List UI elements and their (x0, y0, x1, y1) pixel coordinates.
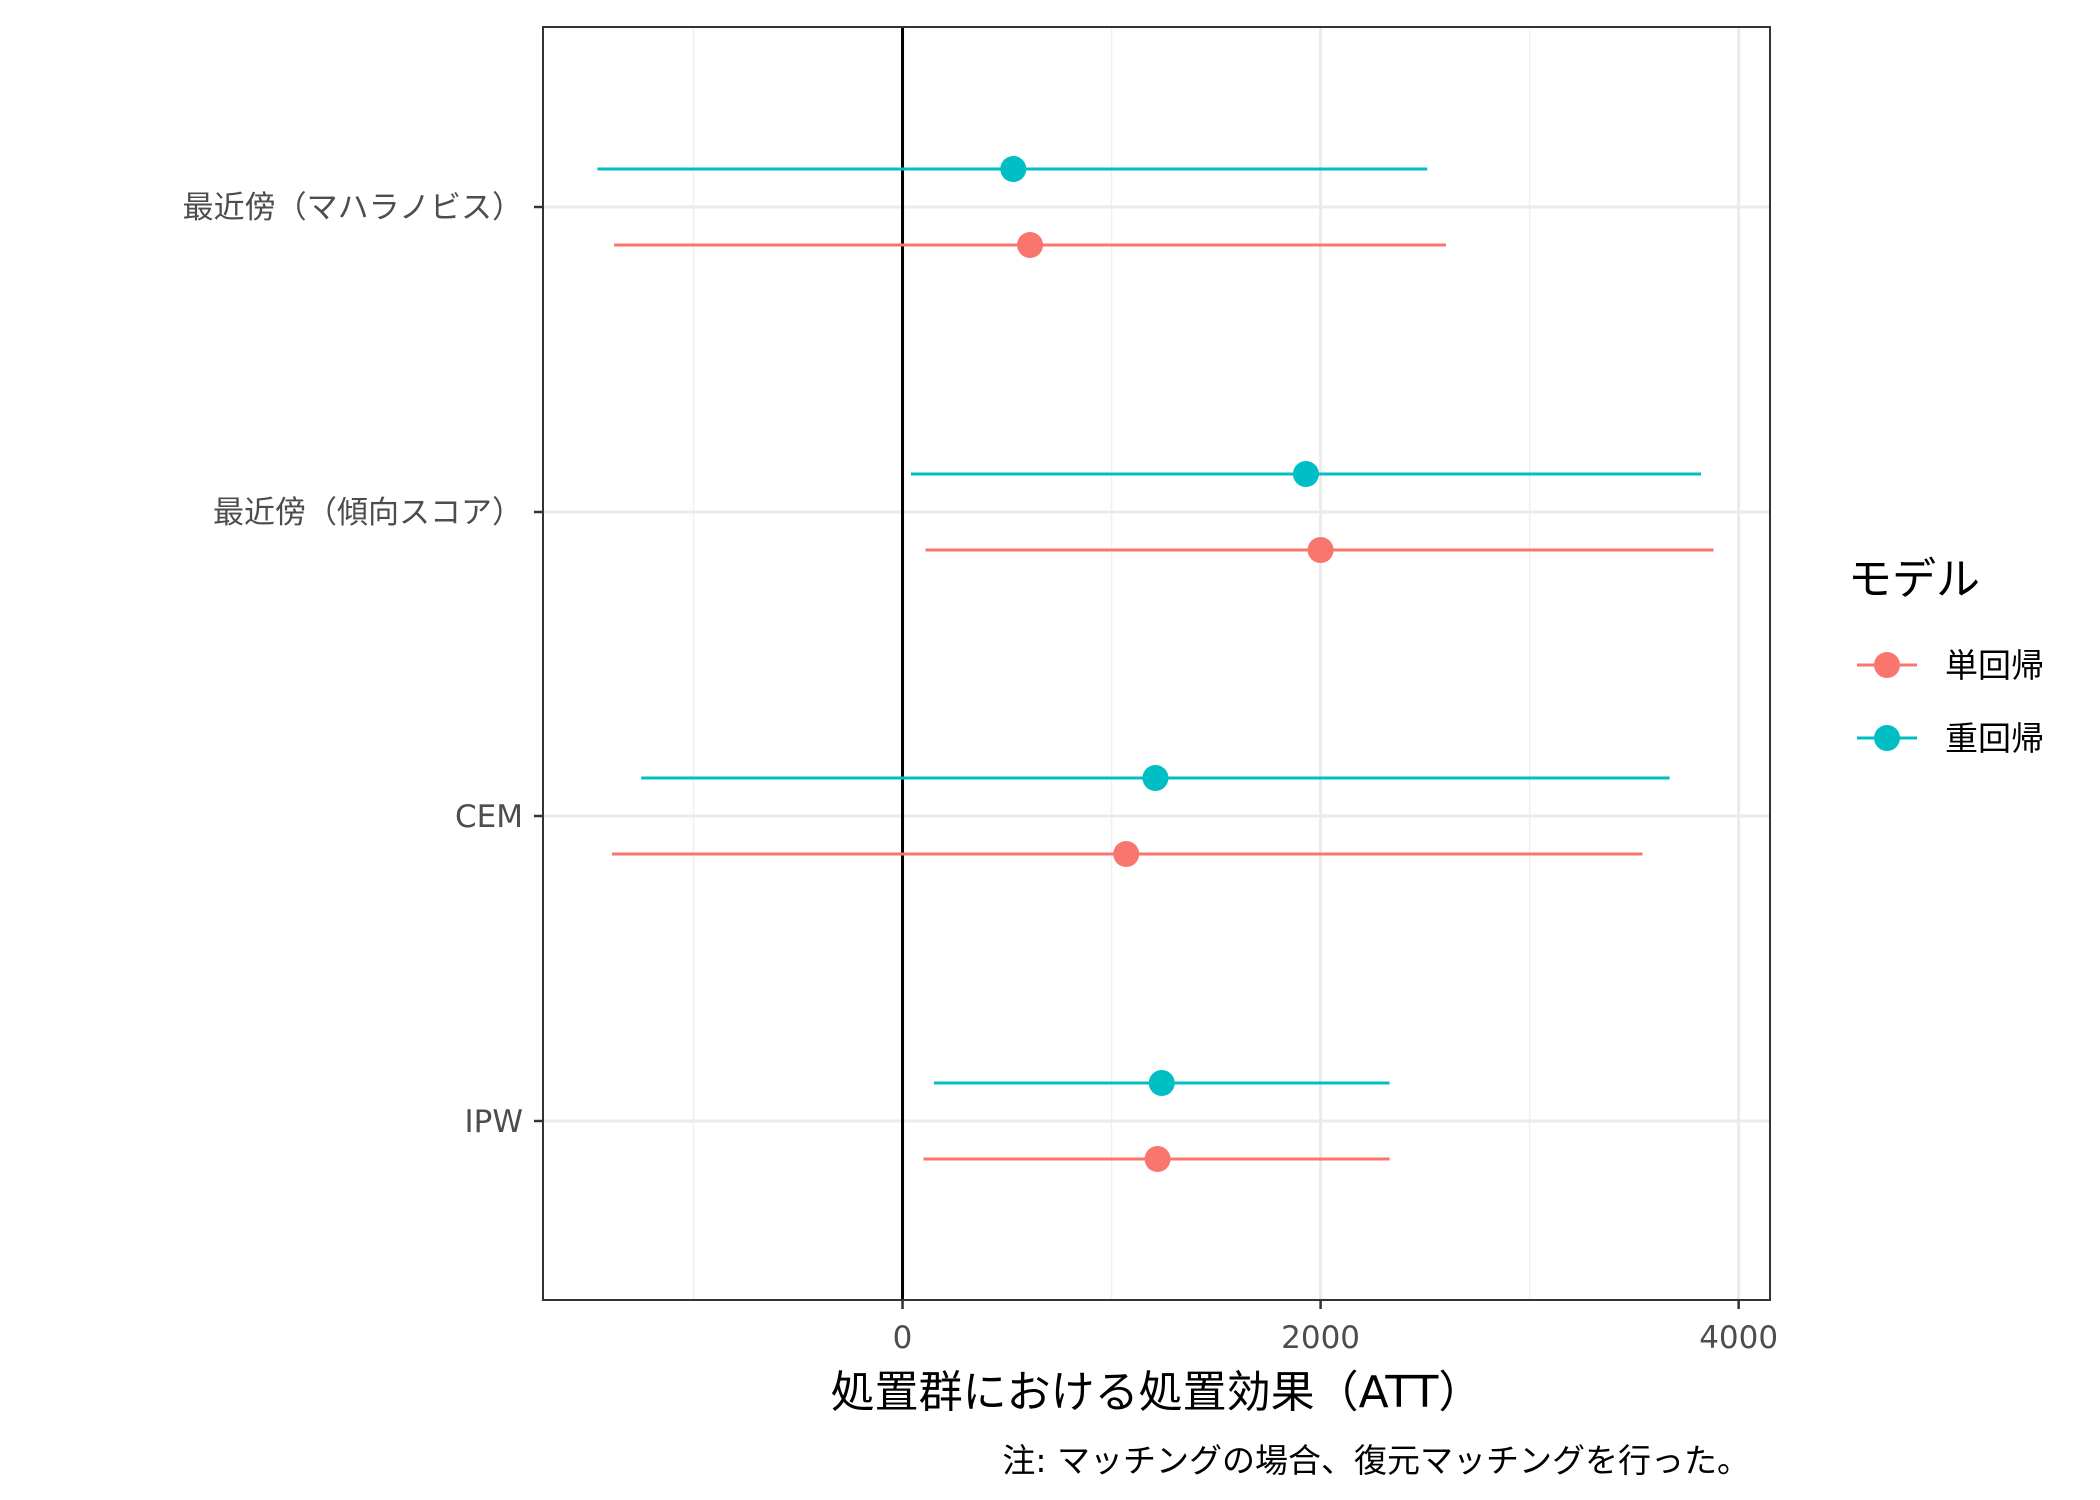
legend-title: モデル (1848, 554, 1980, 605)
marks-layer (597, 156, 1714, 1172)
grid-layer (543, 27, 1770, 1300)
y-tick-label: 最近傍（傾向スコア） (213, 495, 523, 531)
x-tick-label: 4000 (1699, 1320, 1778, 1356)
estimate-point (1292, 461, 1319, 487)
legend-label: 単回帰 (1945, 646, 2044, 685)
axis-layer: 0 2000 4000 最近傍（マハラノビス） 最近傍（傾向スコア） CEM IPW (183, 190, 1778, 1356)
estimate-point (1113, 841, 1140, 867)
legend-key-point (1874, 725, 1900, 751)
x-tick-label: 2000 (1281, 1320, 1360, 1356)
estimate-point (1307, 537, 1334, 563)
legend-key-point (1874, 652, 1900, 678)
legend-label: 重回帰 (1945, 719, 2044, 758)
estimate-point (1148, 1070, 1175, 1096)
y-tick-label: 最近傍（マハラノビス） (183, 190, 523, 226)
y-tick-label: IPW (465, 1104, 524, 1140)
estimate-point (1017, 232, 1044, 258)
x-tick-label: 0 (893, 1320, 913, 1356)
estimate-point (1142, 765, 1169, 791)
caption-note: 注: マッチングの場合、復元マッチングを行った。 (1002, 1441, 1750, 1480)
x-axis-title: 処置群における処置効果（ATT） (831, 1367, 1483, 1418)
estimate-point (1144, 1146, 1171, 1172)
panel-border (542, 26, 1771, 1301)
estimate-point (1000, 156, 1027, 182)
y-tick-label: CEM (455, 799, 523, 835)
